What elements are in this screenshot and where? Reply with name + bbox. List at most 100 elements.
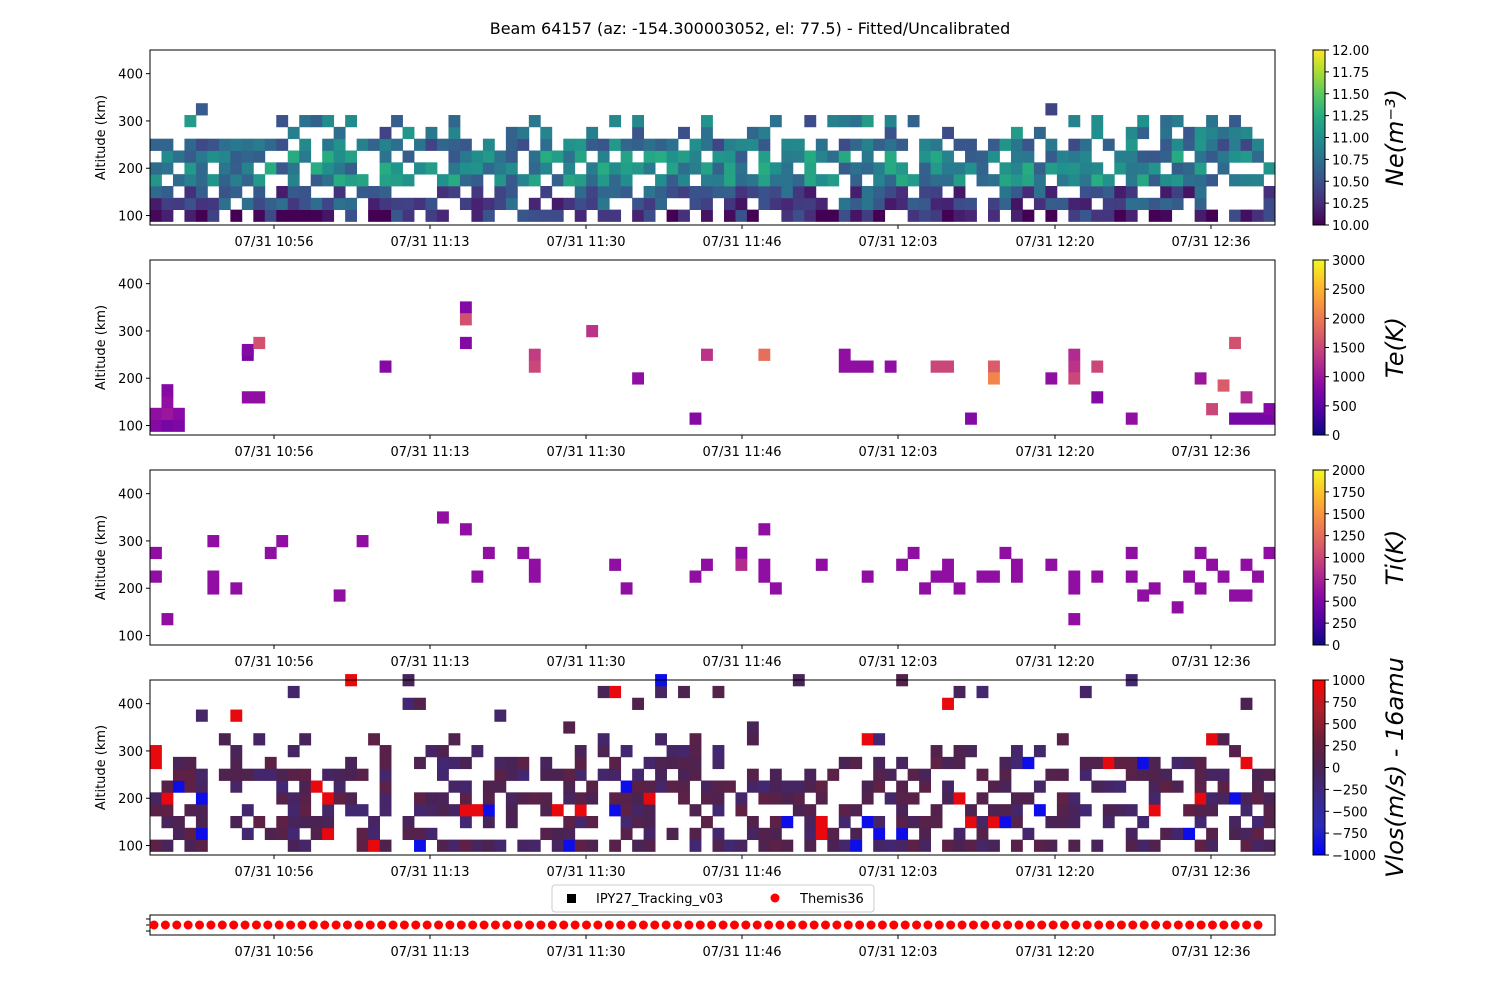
colorbar-tick-label: 500	[1332, 400, 1357, 415]
heatmap-cell	[609, 209, 622, 222]
heatmap-cell	[942, 558, 954, 571]
heatmap-cell	[861, 792, 874, 805]
heatmap-cell	[965, 138, 977, 151]
strip-marker	[559, 920, 569, 930]
y-tick-label: 100	[118, 630, 143, 645]
heatmap-cell	[150, 209, 162, 222]
strip-marker	[968, 920, 978, 930]
heatmap-cell	[873, 209, 886, 222]
heatmap-cell	[930, 209, 943, 222]
heatmap-cell	[678, 209, 690, 222]
heatmap-cell	[896, 138, 909, 151]
heatmap-cell	[391, 209, 403, 222]
heatmap-cell	[494, 162, 507, 175]
strip-marker	[1219, 920, 1229, 930]
strip-marker	[160, 920, 170, 930]
heatmap-cell	[838, 197, 851, 211]
heatmap-cell	[723, 780, 736, 793]
heatmap-cell	[402, 174, 415, 187]
heatmap-cell	[276, 780, 289, 793]
heatmap-cell	[988, 372, 1000, 385]
heatmap-cell	[609, 756, 622, 770]
heatmap-cell	[333, 162, 346, 175]
heatmap-cell	[218, 150, 231, 163]
strip-marker	[912, 920, 922, 930]
colorbar-tick-label: 11.50	[1332, 88, 1369, 103]
strip-marker	[1173, 920, 1183, 930]
heatmap-cell	[620, 162, 633, 175]
heatmap-cell	[1068, 162, 1081, 175]
heatmap-cell	[884, 174, 897, 187]
heatmap-cell	[792, 185, 805, 199]
heatmap-cell	[195, 827, 208, 841]
heatmap-cell	[758, 558, 771, 571]
heatmap-cell	[218, 138, 231, 151]
heatmap-cell	[689, 839, 702, 852]
heatmap-cell	[414, 827, 426, 841]
heatmap-cell	[655, 768, 667, 781]
heatmap-cell	[574, 174, 587, 187]
heatmap-cell	[574, 768, 587, 781]
heatmap-cell	[655, 733, 667, 746]
strip-marker	[297, 920, 307, 930]
heatmap-cell	[643, 839, 656, 852]
heatmap-cell	[769, 839, 782, 852]
heatmap-cell	[287, 197, 300, 211]
heatmap-cell	[850, 174, 863, 187]
heatmap-cell	[287, 827, 300, 841]
heatmap-cell	[999, 546, 1012, 560]
heatmap-cell	[368, 197, 380, 211]
heatmap-cell	[574, 792, 587, 805]
heatmap-cell	[896, 780, 909, 793]
heatmap-cell	[1263, 162, 1276, 175]
heatmap-cell	[551, 209, 564, 222]
heatmap-cell	[666, 745, 679, 758]
heatmap-cell	[195, 768, 208, 781]
heatmap-cell	[804, 804, 817, 817]
heatmap-cell	[161, 209, 174, 222]
heatmap-cell	[287, 162, 300, 175]
heatmap-cell	[804, 209, 817, 222]
heatmap-cell	[942, 197, 954, 211]
heatmap-cell	[678, 185, 690, 199]
heatmap-cell	[1045, 150, 1058, 163]
heatmap-cell	[815, 827, 828, 841]
heatmap-cell	[299, 780, 312, 793]
heatmap-cell	[804, 197, 817, 211]
heatmap-cell	[1206, 126, 1218, 140]
heatmap-cell	[540, 138, 553, 151]
heatmap-cell	[597, 185, 610, 199]
colorbar-tick-label: 250	[1332, 617, 1357, 632]
heatmap-cell	[1194, 174, 1207, 187]
heatmap-cell	[1194, 197, 1207, 211]
heatmap-cell	[769, 582, 782, 595]
heatmap-cell	[482, 150, 495, 163]
heatmap-cell	[230, 162, 243, 175]
heatmap-cell	[609, 558, 622, 571]
heatmap-cell	[184, 162, 197, 175]
heatmap-cell	[1010, 162, 1023, 175]
heatmap-cell	[184, 138, 197, 151]
strip-marker	[1105, 920, 1115, 930]
heatmap-cell	[1171, 601, 1184, 614]
strip-marker	[991, 920, 1001, 930]
heatmap-cell	[850, 138, 863, 151]
heatmap-cell	[379, 162, 392, 175]
heatmap-cell	[574, 756, 587, 770]
heatmap-cell	[1217, 162, 1230, 175]
heatmap-cell	[264, 197, 277, 211]
heatmap-cell	[873, 839, 886, 852]
heatmap-cell	[746, 209, 759, 222]
heatmap-cell	[609, 839, 622, 852]
heatmap-cell	[1045, 197, 1058, 211]
x-tick-label: 07/31 11:46	[702, 865, 781, 880]
heatmap-cell	[1206, 792, 1218, 805]
heatmap-cell	[195, 197, 208, 211]
heatmap-cell	[391, 115, 403, 128]
heatmap-cell	[1229, 827, 1241, 841]
heatmap-cell	[942, 360, 954, 373]
heatmap-cell	[792, 150, 805, 163]
heatmap-cell	[436, 839, 449, 852]
heatmap-cell	[402, 150, 415, 163]
heatmap-cell	[551, 839, 564, 852]
